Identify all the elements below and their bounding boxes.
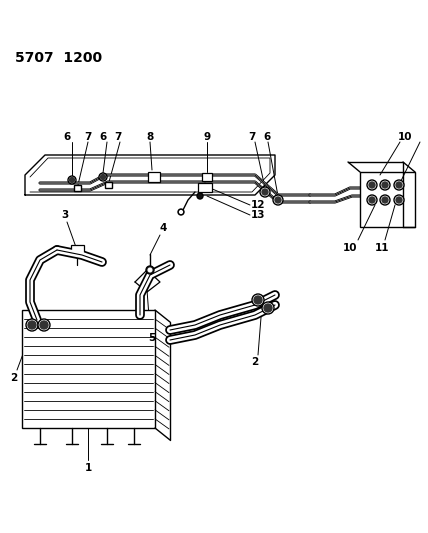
Circle shape: [394, 180, 404, 190]
Text: 7: 7: [248, 132, 256, 142]
Circle shape: [260, 187, 270, 197]
Circle shape: [40, 321, 48, 329]
Circle shape: [68, 176, 76, 184]
Circle shape: [396, 182, 402, 188]
Text: 12: 12: [251, 200, 265, 210]
Circle shape: [146, 266, 154, 274]
Circle shape: [382, 182, 388, 188]
Circle shape: [396, 197, 402, 203]
Circle shape: [178, 209, 184, 215]
Circle shape: [262, 189, 268, 195]
Circle shape: [197, 193, 203, 199]
Circle shape: [254, 296, 262, 304]
Circle shape: [394, 195, 404, 205]
Bar: [360, 172, 415, 227]
Text: 10: 10: [398, 132, 412, 142]
Text: 5: 5: [149, 333, 156, 343]
Bar: [71, 245, 84, 253]
Text: 3: 3: [61, 210, 68, 220]
Bar: [22, 310, 155, 428]
Circle shape: [99, 173, 107, 181]
Bar: [74, 185, 81, 191]
Bar: [148, 172, 160, 182]
Circle shape: [367, 180, 377, 190]
Text: 4: 4: [159, 223, 166, 233]
Text: 6: 6: [263, 132, 270, 142]
Circle shape: [101, 174, 105, 180]
Circle shape: [369, 197, 375, 203]
Circle shape: [367, 195, 377, 205]
Circle shape: [148, 268, 152, 272]
Circle shape: [26, 319, 38, 331]
Circle shape: [275, 197, 281, 203]
Circle shape: [264, 304, 272, 312]
Text: 6: 6: [99, 132, 107, 142]
Text: 13: 13: [251, 210, 265, 220]
Circle shape: [382, 197, 388, 203]
Circle shape: [180, 211, 182, 213]
Circle shape: [369, 182, 375, 188]
Circle shape: [28, 321, 36, 329]
Text: 10: 10: [343, 243, 357, 253]
Bar: [198, 183, 212, 192]
Bar: [105, 182, 113, 188]
Bar: [202, 173, 212, 181]
Text: 9: 9: [203, 132, 211, 142]
Text: 1: 1: [84, 463, 92, 473]
Circle shape: [380, 180, 390, 190]
Text: 2: 2: [251, 357, 259, 367]
Text: 8: 8: [146, 132, 154, 142]
Circle shape: [273, 195, 283, 205]
Text: 11: 11: [375, 243, 389, 253]
Text: 7: 7: [114, 132, 122, 142]
Text: 6: 6: [63, 132, 71, 142]
Text: 7: 7: [84, 132, 92, 142]
Text: 2: 2: [10, 373, 18, 383]
Text: 5707  1200: 5707 1200: [15, 51, 102, 65]
Circle shape: [252, 294, 264, 306]
Circle shape: [69, 177, 74, 182]
Circle shape: [38, 319, 50, 331]
Circle shape: [380, 195, 390, 205]
Circle shape: [262, 302, 274, 314]
